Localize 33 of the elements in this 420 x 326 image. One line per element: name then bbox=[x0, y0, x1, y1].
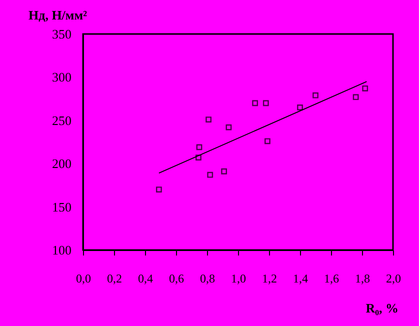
x-tick-label: 1,8 bbox=[355, 272, 370, 286]
x-tick-label: 2,0 bbox=[386, 272, 401, 286]
y-tick-label: 300 bbox=[52, 70, 72, 85]
x-tick-label: 0,8 bbox=[200, 272, 215, 286]
point bbox=[226, 124, 232, 130]
x-tick-label: 1,6 bbox=[324, 272, 339, 286]
x-tick-label: 0,6 bbox=[169, 272, 184, 286]
y-tick-label: 150 bbox=[52, 199, 72, 214]
point bbox=[196, 154, 202, 160]
point bbox=[221, 168, 227, 174]
point bbox=[262, 100, 269, 106]
y-tick-label: 200 bbox=[52, 156, 72, 172]
x-tick-label: 1,4 bbox=[293, 272, 308, 286]
x-tick-label: 1,0 bbox=[231, 272, 246, 286]
x-tick-label: 0,4 bbox=[138, 272, 153, 286]
point bbox=[206, 116, 212, 122]
y-tick-label: 250 bbox=[52, 112, 72, 128]
point bbox=[312, 92, 318, 98]
x-tick-label: 0,0 bbox=[76, 272, 91, 286]
point bbox=[207, 172, 214, 178]
point bbox=[252, 100, 258, 106]
x-tick-label: 1,2 bbox=[262, 272, 277, 286]
point bbox=[264, 138, 270, 144]
point bbox=[362, 85, 368, 92]
point bbox=[297, 104, 303, 110]
y-tick-label: 100 bbox=[52, 242, 72, 258]
x-tick-label: 0,2 bbox=[107, 272, 122, 286]
point bbox=[352, 94, 359, 100]
y-tick-label: 350 bbox=[52, 26, 72, 42]
x-axis-title: R₀, % bbox=[366, 300, 398, 316]
y-axis-title: Hд, Н/мм² bbox=[28, 8, 88, 22]
point bbox=[156, 186, 162, 192]
point bbox=[196, 144, 202, 150]
